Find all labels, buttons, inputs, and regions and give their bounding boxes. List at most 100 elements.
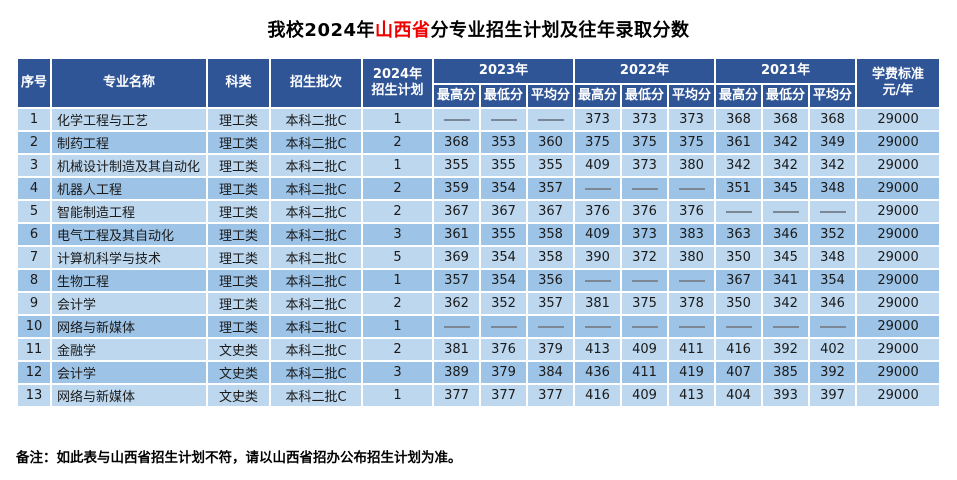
header-tuition-line2: 元/年 — [882, 83, 914, 98]
no-cell: 12 — [16, 360, 52, 385]
no-data-dash — [819, 325, 846, 328]
no-cell: 11 — [16, 337, 52, 362]
plan-cell: 1 — [361, 107, 434, 132]
score-cell: 373 — [620, 107, 670, 132]
score-cell: 379 — [479, 360, 528, 385]
score-cell: 404 — [714, 383, 764, 408]
score-cell: 383 — [667, 222, 717, 247]
score-cell: 346 — [761, 222, 811, 247]
plan-cell: 3 — [361, 222, 434, 247]
score-cell: 380 — [667, 153, 717, 178]
score-cell — [432, 314, 481, 339]
score-cell — [432, 107, 481, 132]
tuition-cell: 29000 — [855, 176, 942, 201]
batch-cell: 本科二批C — [269, 130, 363, 155]
score-cell: 351 — [714, 176, 764, 201]
no-cell: 1 — [16, 107, 52, 132]
score-cell — [620, 176, 670, 201]
score-cell — [573, 268, 623, 293]
score-cell: 341 — [761, 268, 811, 293]
no-data-dash — [443, 118, 470, 121]
major-cell: 制药工程 — [50, 130, 208, 155]
score-cell: 342 — [714, 153, 764, 178]
tuition-cell: 29000 — [855, 199, 942, 224]
score-cell: 397 — [808, 383, 858, 408]
score-cell: 419 — [667, 360, 717, 385]
score-cell: 355 — [432, 153, 481, 178]
footnote: 备注：如此表与山西省招生计划不符，请以山西省招办公布招生计划为准。 — [16, 450, 462, 466]
table-row: 2 制药工程 理工类 本科二批C 2 368 353 360 375 375 375 361 342 34… — [16, 130, 942, 155]
score-cell: 384 — [525, 360, 576, 385]
no-data-dash — [819, 210, 846, 213]
category-cell: 文史类 — [206, 337, 271, 362]
no-cell: 13 — [16, 383, 52, 408]
header-plan-line1: 2024年 — [372, 66, 423, 82]
score-cell: 367 — [525, 199, 576, 224]
score-cell — [479, 107, 528, 132]
score-cell: 373 — [620, 153, 670, 178]
category-cell: 理工类 — [206, 245, 271, 270]
score-cell: 379 — [525, 337, 576, 362]
no-data-dash — [725, 325, 752, 328]
table-row: 3 机械设计制造及其自动化 理工类 本科二批C 1 355 355 355 409 373 380 3… — [16, 153, 942, 178]
score-cell: 367 — [432, 199, 481, 224]
score-cell: 358 — [525, 222, 576, 247]
score-cell — [714, 199, 764, 224]
score-cell: 416 — [573, 383, 623, 408]
score-cell: 393 — [761, 383, 811, 408]
no-data-dash — [631, 279, 658, 282]
score-cell: 372 — [620, 245, 670, 270]
table-header: 序号 专业名称 科类 招生批次 2024年 招生计划 2023年 2022年 20… — [16, 57, 942, 109]
score-cell: 360 — [525, 130, 576, 155]
title-province-highlight: 山西省 — [375, 20, 431, 41]
tuition-cell: 29000 — [855, 337, 942, 362]
no-data-dash — [678, 325, 705, 328]
batch-cell: 本科二批C — [269, 107, 363, 132]
score-cell: 380 — [667, 245, 717, 270]
score-cell: 355 — [525, 153, 576, 178]
score-cell: 342 — [761, 130, 811, 155]
plan-cell: 3 — [361, 360, 434, 385]
score-cell: 342 — [761, 153, 811, 178]
table-row: 10 网络与新媒体 理工类 本科二批C 1 29000 — [16, 314, 942, 339]
major-cell: 生物工程 — [50, 268, 208, 293]
score-cell: 357 — [525, 176, 576, 201]
table-row: 8 生物工程 理工类 本科二批C 1 357 354 356 367 341 354 29000 — [16, 268, 942, 293]
score-cell: 368 — [761, 107, 811, 132]
score-cell: 381 — [432, 337, 481, 362]
score-cell: 349 — [808, 130, 858, 155]
plan-cell: 1 — [361, 383, 434, 408]
major-cell: 机械设计制造及其自动化 — [50, 153, 208, 178]
no-data-dash — [584, 325, 611, 328]
category-cell: 文史类 — [206, 383, 271, 408]
no-data-dash — [443, 325, 470, 328]
no-cell: 8 — [16, 268, 52, 293]
score-cell: 356 — [525, 268, 576, 293]
batch-cell: 本科二批C — [269, 153, 363, 178]
score-cell: 377 — [479, 383, 528, 408]
score-cell: 368 — [714, 107, 764, 132]
score-cell — [573, 314, 623, 339]
batch-cell: 本科二批C — [269, 245, 363, 270]
major-cell: 会计学 — [50, 291, 208, 316]
title-suffix: 分专业招生计划及往年录取分数 — [430, 20, 690, 41]
no-data-dash — [772, 210, 799, 213]
score-cell: 346 — [808, 291, 858, 316]
batch-cell: 本科二批C — [269, 176, 363, 201]
score-cell: 350 — [714, 291, 764, 316]
major-cell: 电气工程及其自动化 — [50, 222, 208, 247]
tuition-cell: 29000 — [855, 291, 942, 316]
no-cell: 7 — [16, 245, 52, 270]
score-cell — [573, 176, 623, 201]
score-cell: 354 — [479, 176, 528, 201]
header-max-2021: 最高分 — [714, 83, 764, 109]
category-cell: 理工类 — [206, 314, 271, 339]
tuition-cell: 29000 — [855, 222, 942, 247]
score-cell: 357 — [525, 291, 576, 316]
score-cell: 377 — [432, 383, 481, 408]
header-plan-2024: 2024年 招生计划 — [361, 57, 434, 109]
no-cell: 9 — [16, 291, 52, 316]
no-data-dash — [490, 118, 517, 121]
header-min-2021: 最低分 — [761, 83, 811, 109]
score-cell: 359 — [432, 176, 481, 201]
